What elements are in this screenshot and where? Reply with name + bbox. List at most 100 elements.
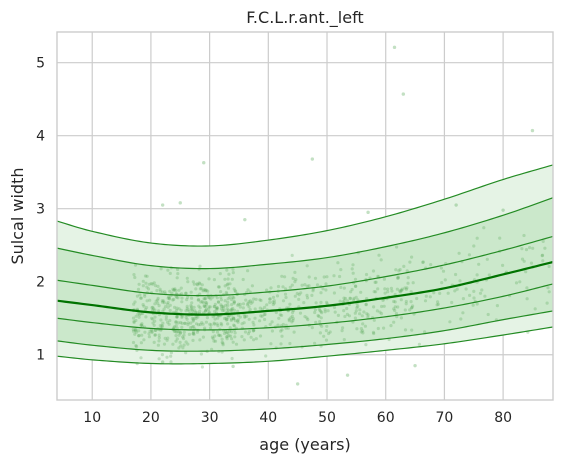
data-point (224, 329, 228, 334)
data-point (405, 269, 409, 273)
data-point (302, 301, 306, 305)
data-point (171, 342, 175, 346)
data-point (379, 312, 384, 316)
data-point (199, 286, 203, 290)
data-point (225, 337, 229, 341)
data-point (477, 262, 481, 266)
x-axis-label: age (years) (259, 435, 350, 454)
data-point (173, 329, 177, 333)
data-point (455, 287, 459, 291)
data-point (185, 304, 189, 308)
data-point (152, 323, 156, 327)
data-point (164, 317, 168, 321)
data-point (195, 283, 200, 287)
outlier-point (366, 210, 370, 215)
data-point (215, 306, 219, 310)
data-point (219, 321, 223, 326)
data-point (135, 294, 139, 298)
chart-title: F.C.L.r.ant._left (246, 8, 363, 28)
data-point (299, 291, 303, 295)
data-point (198, 322, 202, 327)
data-point (283, 287, 288, 291)
data-point (436, 302, 440, 306)
data-point (173, 305, 177, 309)
data-point (480, 288, 484, 292)
data-point (247, 305, 251, 309)
data-point (175, 315, 179, 319)
data-point (176, 330, 180, 334)
data-point (215, 330, 220, 334)
data-point (221, 343, 225, 347)
data-point (142, 338, 146, 342)
data-point (167, 296, 171, 300)
data-point (217, 333, 221, 337)
data-point (137, 329, 141, 333)
data-point (133, 332, 137, 336)
outlier-point (530, 128, 535, 133)
data-point (457, 251, 461, 255)
data-point (253, 307, 257, 311)
data-point (315, 283, 320, 287)
data-point (338, 299, 342, 303)
data-point (428, 295, 432, 299)
data-point (196, 315, 200, 319)
data-point (351, 271, 355, 275)
data-point (134, 330, 139, 334)
data-point (374, 280, 378, 284)
data-point (229, 317, 234, 321)
data-point (238, 302, 242, 306)
data-point (533, 307, 537, 311)
data-point (156, 298, 160, 302)
data-point (258, 306, 262, 310)
data-point (260, 314, 264, 318)
centile-line-outer-upper (56, 164, 554, 247)
data-point (265, 288, 269, 292)
data-point (157, 339, 161, 343)
data-point (251, 320, 255, 324)
data-point (219, 290, 223, 294)
data-point (318, 331, 322, 335)
data-point (231, 271, 235, 275)
data-point (332, 305, 337, 309)
data-point (325, 300, 329, 304)
data-point (403, 286, 407, 290)
data-point (217, 333, 221, 337)
data-point (174, 320, 178, 324)
outlier-point (295, 382, 300, 386)
data-point (485, 257, 489, 261)
data-point (290, 314, 294, 318)
data-point (263, 317, 267, 322)
data-point (186, 323, 190, 327)
data-point (180, 296, 184, 300)
x-tick-label: 10 (83, 410, 101, 426)
data-point (366, 313, 370, 317)
data-point (372, 305, 376, 309)
data-point (153, 328, 157, 332)
data-point (145, 306, 149, 310)
data-point (528, 246, 532, 250)
data-point (133, 300, 137, 304)
data-point (156, 343, 160, 347)
data-point (324, 282, 328, 286)
data-point (254, 297, 258, 301)
data-point (392, 307, 396, 311)
data-point (293, 294, 297, 298)
data-point (305, 264, 309, 268)
data-point (232, 287, 236, 291)
data-point (175, 314, 179, 319)
data-point (137, 315, 141, 319)
data-point (346, 299, 350, 303)
data-point (213, 304, 217, 309)
data-point (139, 356, 143, 360)
data-point (242, 338, 246, 342)
data-point (380, 304, 384, 309)
data-point (290, 253, 294, 257)
data-point (174, 308, 179, 312)
data-point (215, 322, 219, 326)
data-point (201, 322, 205, 326)
data-point (198, 287, 202, 291)
data-point (265, 303, 269, 307)
data-point (200, 283, 204, 287)
data-point (164, 315, 168, 319)
